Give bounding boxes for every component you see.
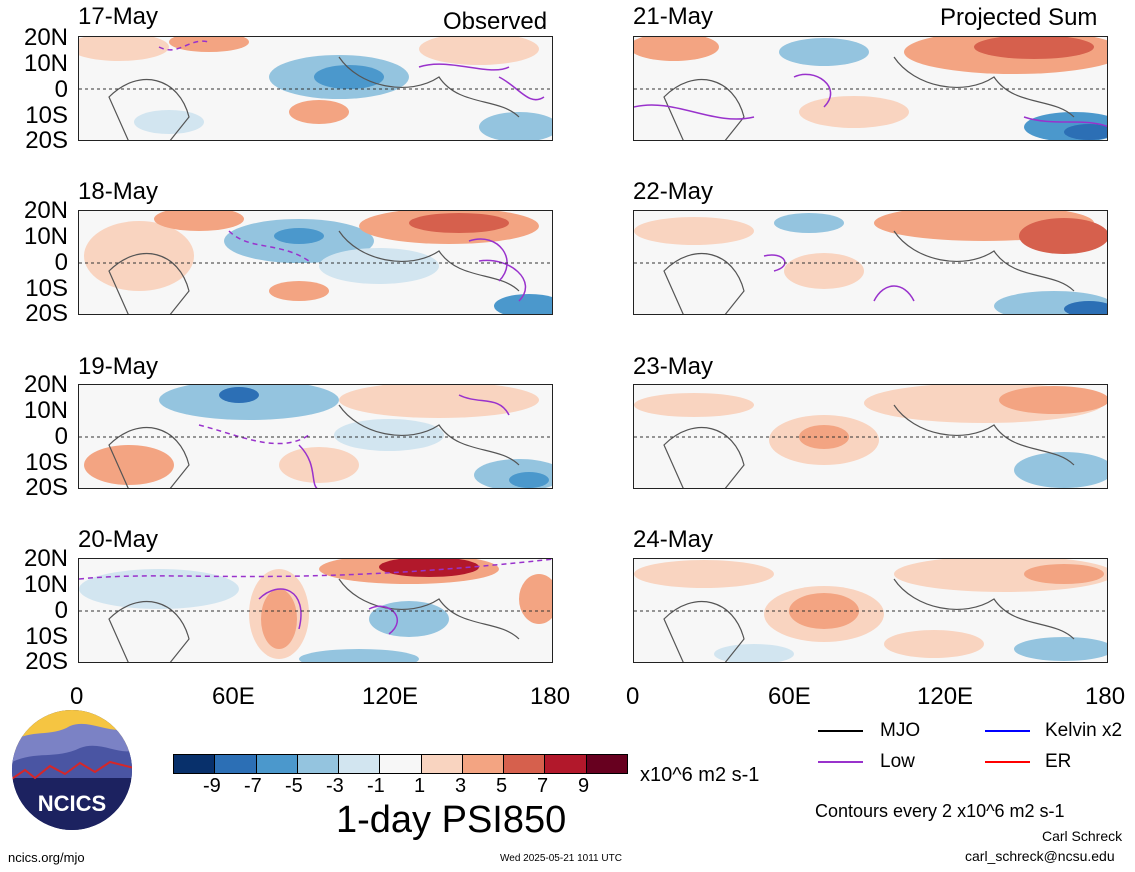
colorbar [173, 754, 628, 774]
lat-label: 20S [25, 127, 68, 154]
er-legend-label: ER [1045, 751, 1072, 772]
lat-label: 0 [54, 423, 68, 450]
colorbar-swatch [585, 755, 627, 773]
map-panel [633, 210, 1108, 315]
colorbar-tick: -5 [285, 775, 303, 797]
logo-text: NCICS [38, 791, 106, 816]
colorbar-tick: -7 [244, 775, 262, 797]
website-link[interactable]: ncics.org/mjo [8, 850, 85, 865]
lat-label: 10S [25, 623, 68, 650]
map-panel [633, 558, 1108, 663]
lat-label: 20N [23, 197, 68, 224]
lat-label: 20N [23, 24, 68, 51]
lat-label: 10S [25, 449, 68, 476]
lon-label: 0 [70, 683, 84, 710]
author-email: carl_schreck@ncsu.edu [965, 848, 1115, 864]
panel-date: 21-May [633, 3, 714, 30]
colorbar-swatch [255, 755, 297, 773]
panel-date: 19-May [78, 353, 159, 380]
low-legend-line [818, 761, 863, 763]
colorbar-swatch [296, 755, 339, 773]
lon-label: 60E [212, 683, 255, 710]
panel-date: 24-May [633, 526, 714, 553]
mjo-legend-label: MJO [880, 720, 921, 741]
colorbar-swatch [338, 755, 380, 773]
panel-date: 23-May [633, 353, 714, 380]
timestamp: Wed 2025-05-21 1011 UTC [500, 853, 622, 864]
lon-label: 180 [530, 683, 571, 710]
panel-date: 17-May [78, 3, 159, 30]
colorbar-tick: 7 [537, 775, 549, 797]
lat-label: 10N [23, 50, 68, 77]
lat-label: 20S [25, 300, 68, 327]
colorbar-swatch [174, 755, 215, 773]
colorbar-swatch [503, 755, 545, 773]
map-panel [78, 36, 553, 141]
lon-label: 120E [917, 683, 974, 710]
lat-label: 10N [23, 397, 68, 424]
lat-label: 20S [25, 648, 68, 675]
map-panel [633, 36, 1108, 141]
map-panel [78, 558, 553, 663]
lat-label: 10S [25, 275, 68, 302]
contours-note: Contours every 2 x10^6 m2 s-1 [815, 801, 1065, 821]
lon-label: 120E [362, 683, 419, 710]
lat-label: 20N [23, 371, 68, 398]
colorbar-tick: 1 [414, 775, 426, 797]
map-panel [633, 384, 1108, 489]
kelvin-legend-line [985, 730, 1030, 732]
lat-label: 20S [25, 474, 68, 501]
colorbar-swatch [461, 755, 504, 773]
lat-label: 20N [23, 545, 68, 572]
colorbar-swatch [420, 755, 462, 773]
panel-date: 22-May [633, 178, 714, 205]
author-name: Carl Schreck [1042, 828, 1123, 844]
panel-date: 18-May [78, 178, 159, 205]
product-title: 1-day PSI850 [336, 799, 567, 841]
map-panel [78, 210, 553, 315]
colorbar-units: x10^6 m2 s-1 [640, 764, 760, 786]
lon-label: 60E [768, 683, 811, 710]
colorbar-tick: -9 [203, 775, 221, 797]
lat-label: 10S [25, 102, 68, 129]
lat-label: 0 [54, 597, 68, 624]
mjo-legend-line [818, 730, 863, 732]
colorbar-swatch [544, 755, 586, 773]
colorbar-tick: 3 [455, 775, 467, 797]
lon-label: 0 [626, 683, 640, 710]
colorbar-tick: -1 [367, 775, 385, 797]
map-panel [78, 384, 553, 489]
lat-label: 10N [23, 571, 68, 598]
ncics-logo: NCICS [10, 708, 134, 832]
lat-label: 0 [54, 76, 68, 103]
observed-title: Observed [443, 8, 548, 35]
projected-sum-title: Projected Sum [940, 4, 1098, 31]
er-legend-line [985, 761, 1030, 763]
colorbar-tick: -3 [326, 775, 344, 797]
lat-label: 0 [54, 249, 68, 276]
panel-date: 20-May [78, 526, 159, 553]
colorbar-swatch [379, 755, 421, 773]
colorbar-tick: 5 [496, 775, 508, 797]
lat-label: 10N [23, 223, 68, 250]
lon-label: 180 [1085, 683, 1126, 710]
colorbar-swatch [214, 755, 256, 773]
low-legend-label: Low [880, 751, 915, 772]
colorbar-tick: 9 [578, 775, 590, 797]
kelvin-legend-label: Kelvin x2 [1045, 720, 1123, 741]
